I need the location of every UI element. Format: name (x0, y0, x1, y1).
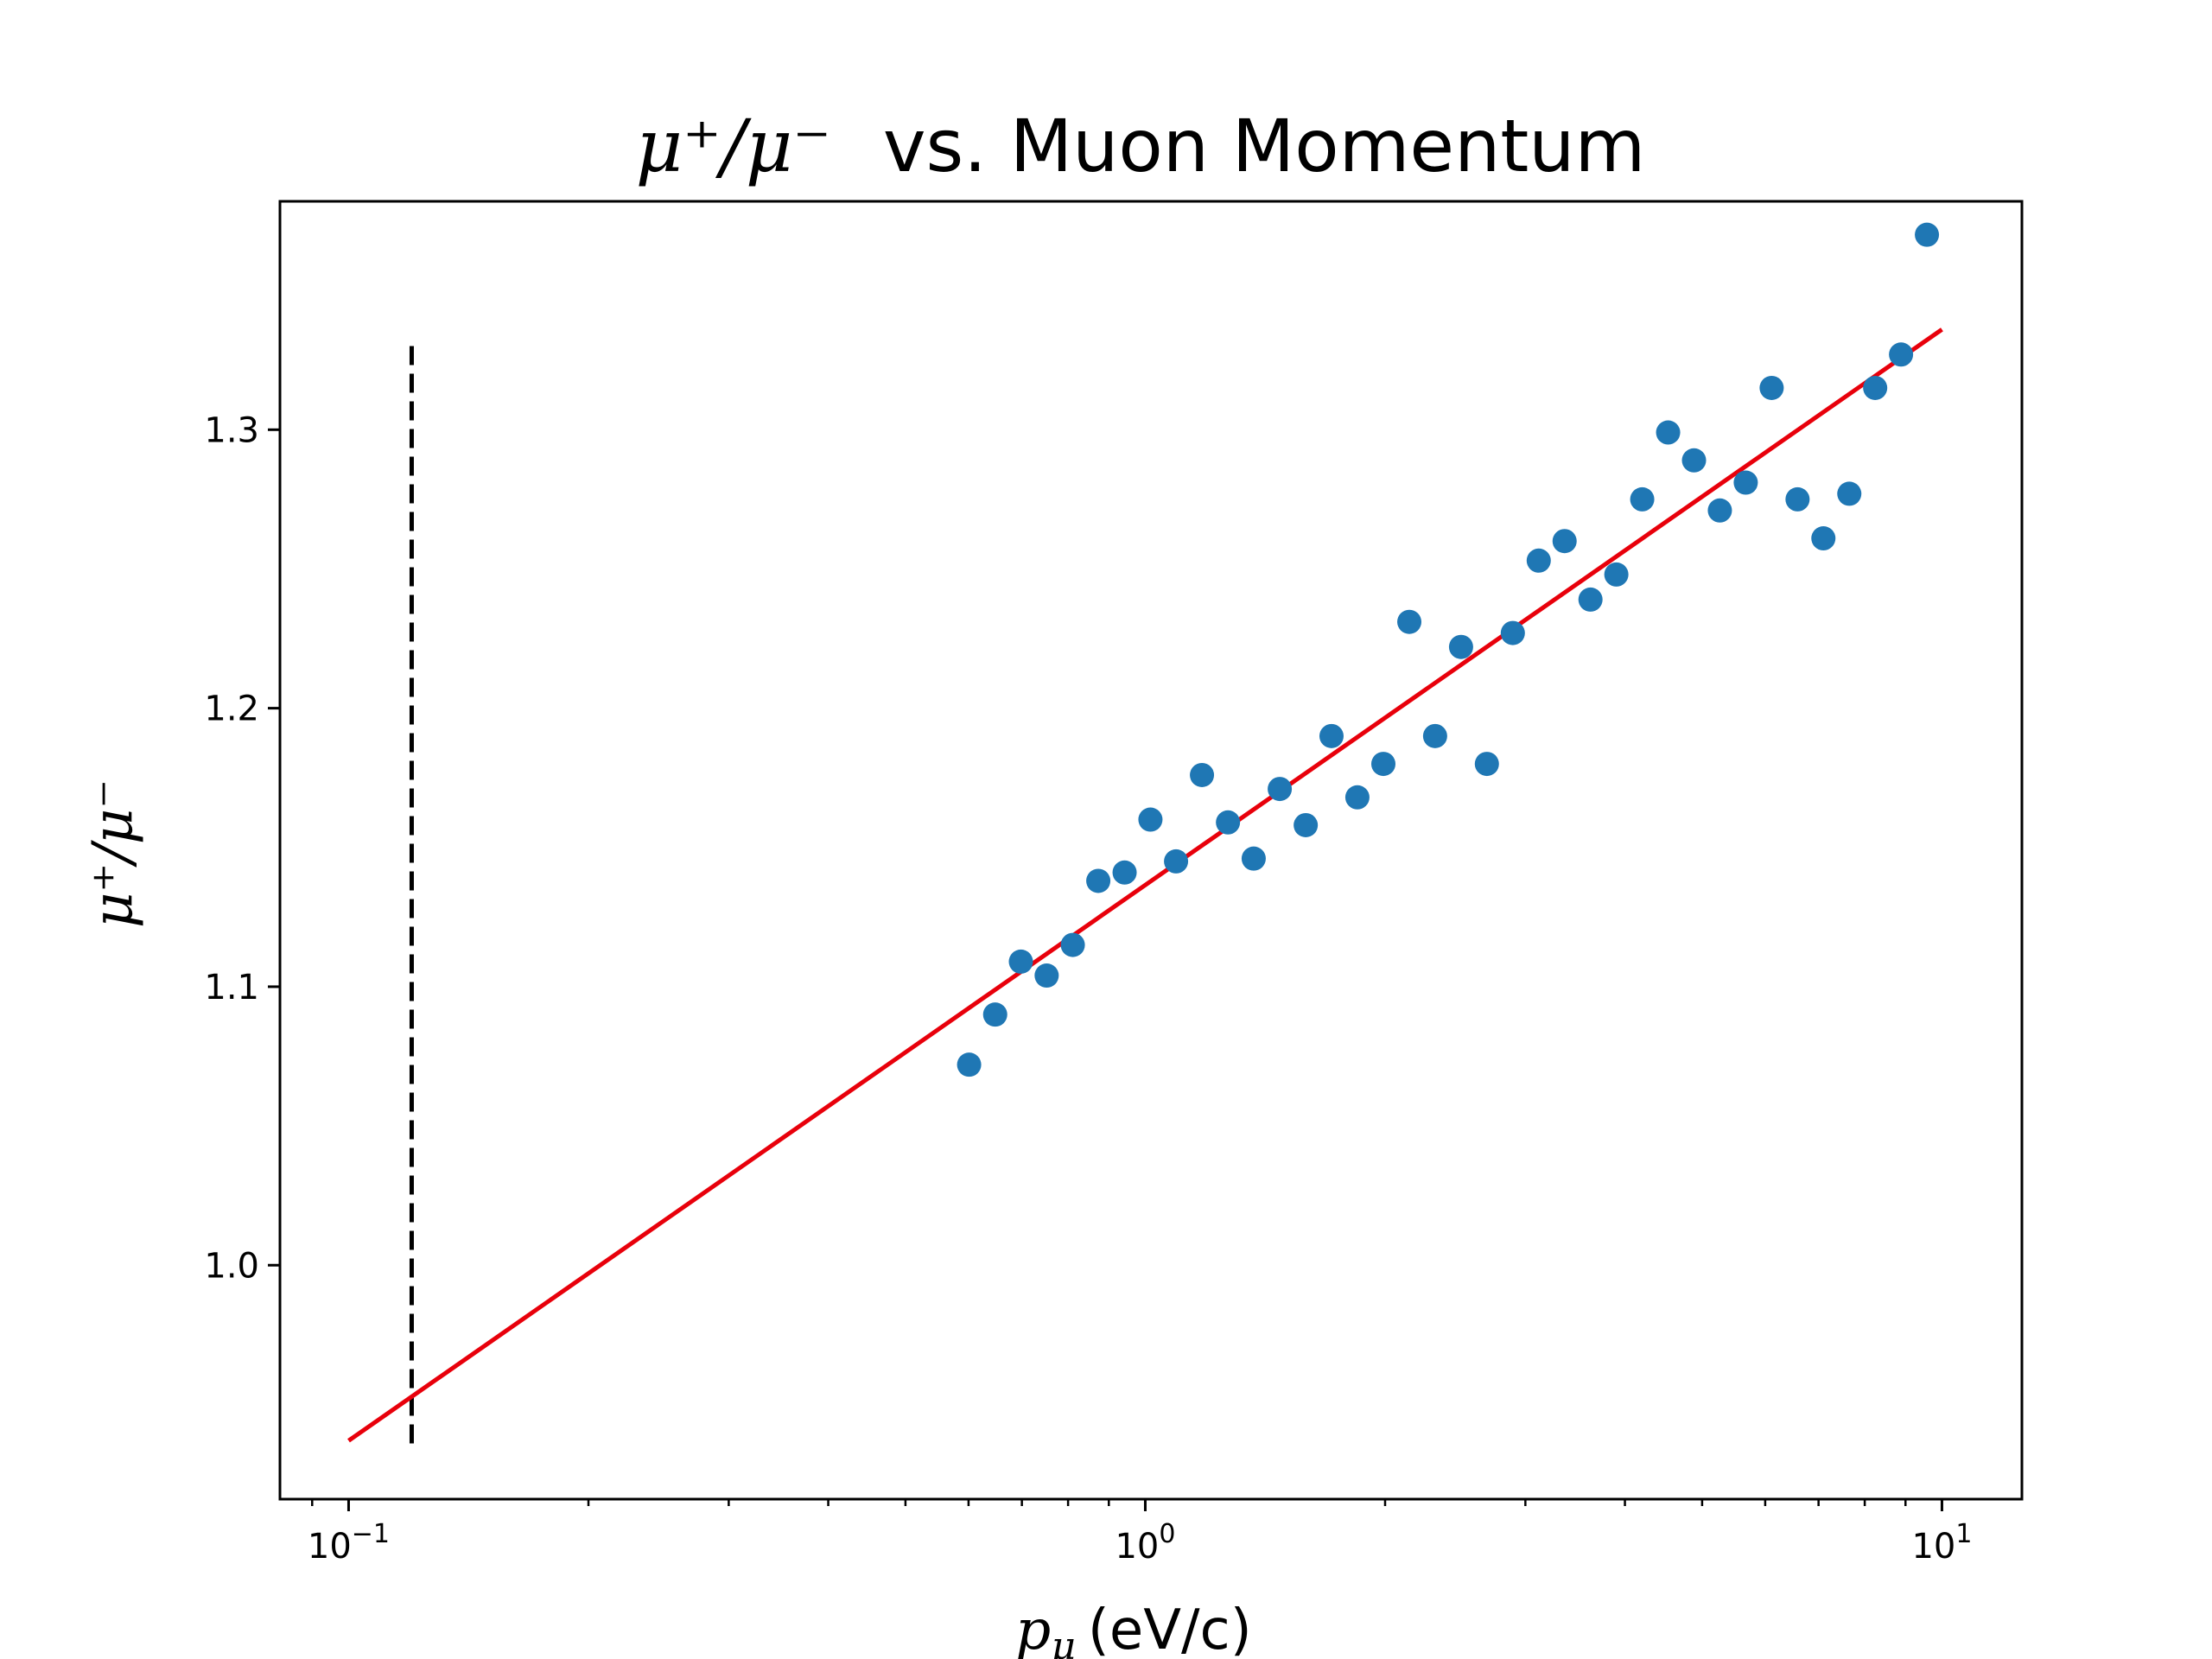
data-point (1707, 498, 1732, 523)
plot-frame (278, 200, 2024, 1501)
data-point (1294, 812, 1319, 837)
chart-title-text: vs. Muon Momentum (883, 104, 1646, 188)
y-axis: 1.0 1.1 1.2 1.3 (204, 410, 280, 1286)
data-point (1164, 849, 1189, 874)
x-tick-label-exp: −1 (352, 1519, 390, 1549)
data-point (1630, 486, 1655, 512)
data-point (1397, 609, 1422, 634)
data-point (1086, 868, 1111, 893)
data-point (1552, 529, 1577, 554)
x-tick-label: 10−1 (308, 1519, 390, 1567)
data-point (1837, 481, 1862, 506)
x-axis-label: pμ (eV/c) (1015, 1599, 1251, 1659)
x-axis-label-unit: (eV/c) (1088, 1599, 1252, 1659)
data-point (1656, 420, 1681, 445)
data-point (1371, 752, 1396, 777)
y-tick-label: 1.1 (204, 968, 259, 1007)
data-point (1681, 448, 1707, 473)
data-point (1526, 548, 1551, 573)
y-tick-label: 1.0 (204, 1246, 259, 1286)
x-axis-label-var: p (1015, 1599, 1051, 1659)
x-tick-label-base: 10 (1115, 1527, 1159, 1567)
x-tick-label-base: 10 (308, 1527, 352, 1567)
data-point (1915, 222, 1940, 247)
data-point (1889, 342, 1914, 367)
data-point (1034, 963, 1059, 988)
x-axis-label-sub: μ (1051, 1624, 1076, 1659)
data-point (1811, 526, 1836, 551)
x-tick-label-exp: 1 (1955, 1519, 1972, 1549)
data-point (1474, 752, 1499, 777)
data-point (1241, 846, 1266, 871)
data-point (1060, 932, 1085, 957)
data-point (957, 1052, 982, 1077)
data-point (1785, 486, 1810, 512)
y-tick-label: 1.3 (204, 410, 259, 450)
x-tick-label: 101 (1911, 1519, 1972, 1567)
data-point (1319, 723, 1344, 748)
data-point (1190, 762, 1215, 787)
fit-line (347, 327, 1943, 1443)
chart-title-math: μ⁺/μ⁻ (636, 104, 831, 188)
data-point (1112, 860, 1137, 885)
data-point (1759, 375, 1784, 400)
data-point (1604, 562, 1629, 587)
data-point (1578, 587, 1603, 612)
data-point (1344, 785, 1370, 810)
data-point (1733, 470, 1758, 495)
x-axis: 10−1 100 101 (308, 1499, 1972, 1567)
x-tick-label: 100 (1115, 1519, 1175, 1567)
data-point (1138, 807, 1163, 832)
data-point (1448, 634, 1473, 659)
chart-title: μ⁺/μ⁻ vs. Muon Momentum (636, 104, 1646, 188)
data-point (1500, 620, 1525, 645)
y-axis-label: μ⁺/μ⁻ (81, 779, 145, 928)
x-tick-label-exp: 0 (1159, 1519, 1175, 1549)
data-point (982, 1002, 1007, 1027)
x-tick-label-base: 10 (1911, 1527, 1955, 1567)
data-point (1422, 723, 1447, 748)
data-point (1268, 777, 1293, 802)
data-point (1216, 810, 1241, 835)
y-tick-label: 1.2 (204, 690, 259, 729)
data-point (1863, 375, 1888, 400)
plot-marks (347, 222, 1943, 1444)
data-point (1008, 949, 1033, 974)
